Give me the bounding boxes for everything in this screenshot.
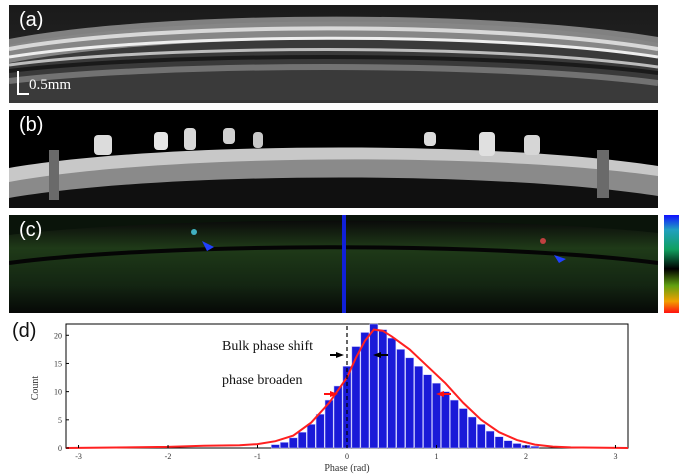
x-axis-label: Phase (rad) (324, 463, 369, 474)
histogram-bar (351, 346, 361, 449)
histogram-bar (485, 430, 495, 449)
histogram-bar (512, 443, 522, 449)
panel-label-d: (d) (12, 320, 37, 342)
histogram-bar (459, 408, 468, 449)
histogram-bar (288, 437, 298, 449)
histogram-bar (306, 424, 316, 449)
arrow-right-black-icon (336, 352, 344, 358)
x-tick-label: -3 (75, 452, 82, 461)
scale-bar-label: 0.5mm (29, 77, 72, 93)
histogram-bar (441, 391, 450, 449)
y-tick-label: 15 (54, 359, 62, 368)
phase-histogram-chart: -3 -2 -1 0 1 2 3 0 5 10 15 20 Phase (rad) Count Bu… (30, 323, 629, 474)
histogram-bar (476, 424, 486, 449)
oct-enhanced-panel: (b) (9, 110, 658, 208)
histogram-bar (369, 323, 379, 449)
x-tick-label: -2 (165, 452, 172, 461)
histogram-bar (387, 337, 397, 449)
histogram-bar (467, 416, 477, 449)
arrow-left-red-icon (436, 391, 444, 397)
oct-enhanced-image (9, 128, 658, 208)
histogram-bar (405, 357, 414, 449)
phase-broaden-annotation: phase broaden (222, 373, 302, 388)
x-tick-label: 1 (434, 452, 438, 461)
bulk-phase-annotation: Bulk phase shift (222, 339, 313, 354)
histogram-bar (315, 413, 325, 449)
arrow-right-red-icon (330, 391, 338, 397)
x-tick-label: 3 (613, 452, 617, 461)
phase-map-image (9, 215, 658, 313)
histogram-bar (423, 374, 432, 449)
scale-bar-icon (17, 71, 29, 95)
histogram-bar (503, 440, 513, 449)
oct-structural-image (9, 5, 658, 103)
histogram-bar (297, 431, 307, 449)
phase-map-panel: (c) (9, 215, 658, 313)
y-tick-label: 0 (58, 444, 62, 453)
histogram-bar (396, 349, 406, 449)
x-tick-label: 0 (345, 452, 349, 461)
arrow-left-black-icon (373, 352, 381, 358)
histogram-bar (414, 366, 423, 449)
histogram-bar (360, 332, 370, 449)
histogram-bar (530, 446, 540, 449)
y-tick-label: 5 (58, 416, 62, 425)
histogram-bar (450, 399, 459, 449)
y-tick-label: 10 (54, 388, 62, 397)
panel-label-a: (a) (19, 9, 44, 31)
histogram-bar (324, 399, 334, 449)
histogram-bar (271, 444, 280, 449)
panel-label-c: (c) (19, 219, 43, 241)
histogram-bar (333, 385, 343, 449)
y-tick-label: 20 (54, 331, 62, 340)
fit-curve (65, 328, 629, 449)
x-tick-label: 2 (524, 452, 528, 461)
histogram-bar (494, 436, 504, 449)
panel-label-b: (b) (19, 114, 44, 136)
histogram-bar (280, 442, 289, 449)
y-axis-label: Count (30, 376, 41, 401)
oct-structural-panel: (a) 0.5mm (9, 5, 658, 103)
x-tick-label: -1 (254, 452, 261, 461)
colorbar (664, 215, 679, 313)
histogram-bar (378, 329, 388, 449)
